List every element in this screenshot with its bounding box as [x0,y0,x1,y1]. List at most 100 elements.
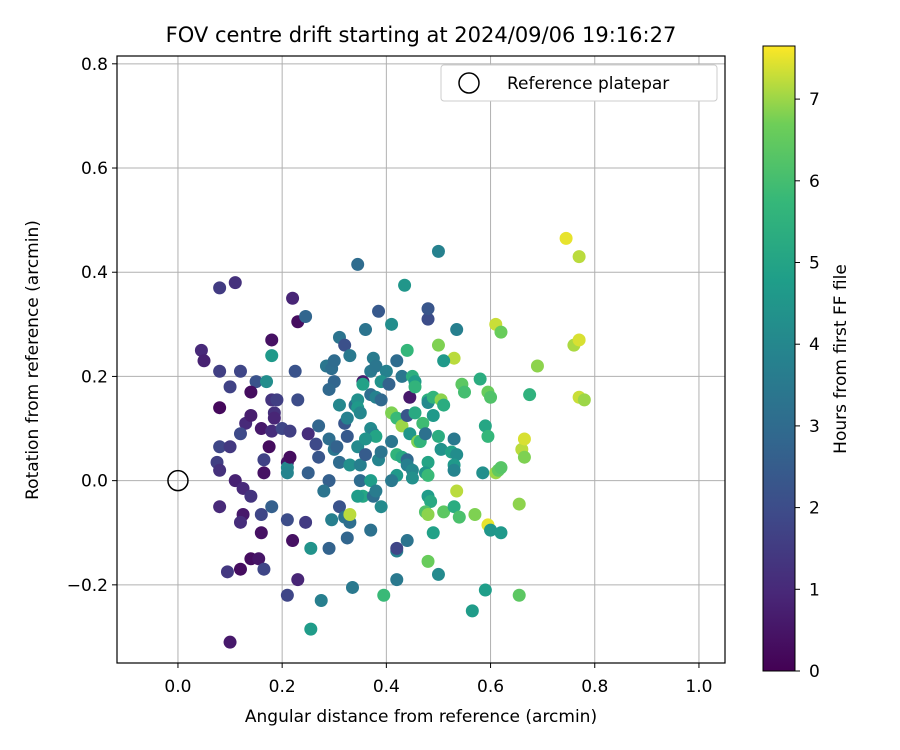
data-point [421,554,435,568]
y-tick-label: −0.2 [67,576,108,596]
colorbar-tick-label: 4 [809,335,820,355]
x-tick-label: 0.6 [477,677,504,697]
data-point [286,534,300,548]
data-point [291,573,305,587]
data-point [431,429,445,443]
data-point [484,390,498,404]
data-point [343,349,357,363]
data-point [304,622,318,636]
data-point [421,468,435,482]
colorbar-tick-label: 3 [809,417,820,437]
data-point [405,471,419,485]
data-point [286,291,300,305]
data-point [356,377,370,391]
colorbar-tick-label: 1 [809,580,820,600]
data-point [512,497,526,511]
data-point [254,422,268,436]
legend-label: Reference platepar [507,74,669,94]
data-point [280,513,294,527]
data-point [364,523,378,537]
data-point [332,455,346,469]
data-point [351,489,365,503]
colorbar-tick-label: 0 [809,662,820,682]
data-point [494,461,508,475]
data-point [312,450,326,464]
data-point [447,351,461,365]
y-axis-ticks: −0.2 0.0 0.2 0.4 0.6 0.8 [67,55,117,596]
data-point [572,333,586,347]
data-point [374,500,388,514]
data-point [270,393,284,407]
data-point [426,409,440,423]
data-point [353,458,367,472]
data-point [359,323,373,337]
data-point [379,364,393,378]
data-point [301,466,315,480]
data-point [314,593,328,607]
data-point [340,429,354,443]
data-point [353,474,367,488]
data-point [249,375,263,389]
data-point [400,343,414,357]
data-point [260,375,274,389]
data-point [262,440,276,454]
y-tick-label: 0.6 [81,159,108,179]
data-point [330,440,344,454]
data-point [338,338,352,352]
reference-platepar-marker [167,469,189,492]
legend-reference-marker [458,72,480,94]
data-point [322,382,336,396]
data-point [288,364,302,378]
data-point [408,406,422,420]
data-point [322,474,336,488]
data-point [408,380,422,394]
data-point [223,380,237,394]
data-point [484,523,498,537]
colorbar-tick-label: 5 [809,254,820,274]
data-point [377,588,391,602]
data-point [517,432,531,446]
data-point [291,393,305,407]
data-point [416,416,430,430]
data-point [400,534,414,548]
data-point [213,463,227,477]
data-point [213,440,227,454]
data-point [309,437,323,451]
data-point [369,429,383,443]
data-point [447,500,461,514]
chart-title: FOV centre drift starting at 2024/09/06 … [166,23,677,47]
data-point [364,474,378,488]
data-point [265,333,279,347]
data-point [359,432,373,446]
data-point [374,393,388,407]
data-point [223,635,237,649]
data-point [254,508,268,522]
data-point [390,541,404,555]
data-point [421,302,435,316]
data-point [345,580,359,594]
data-point [431,244,445,258]
data-point [468,508,482,522]
data-point [398,278,412,292]
data-point [220,565,234,579]
y-tick-label: 0.4 [81,263,108,283]
data-point [494,526,508,540]
y-tick-label: 0.0 [81,472,108,492]
data-point [437,398,451,412]
data-point [265,424,279,438]
data-point [481,429,495,443]
data-point [317,484,331,498]
data-point [478,583,492,597]
data-point [530,359,544,373]
plot-frame [116,55,726,664]
x-tick-label: 1.0 [685,677,712,697]
data-point [369,359,383,373]
data-point [476,466,490,480]
data-point [213,500,227,514]
data-points [167,231,591,649]
x-axis-ticks: 0.0 0.2 0.4 0.6 0.8 1.0 [164,663,712,697]
data-point [343,508,357,522]
data-point [233,427,247,441]
data-point [434,442,448,456]
